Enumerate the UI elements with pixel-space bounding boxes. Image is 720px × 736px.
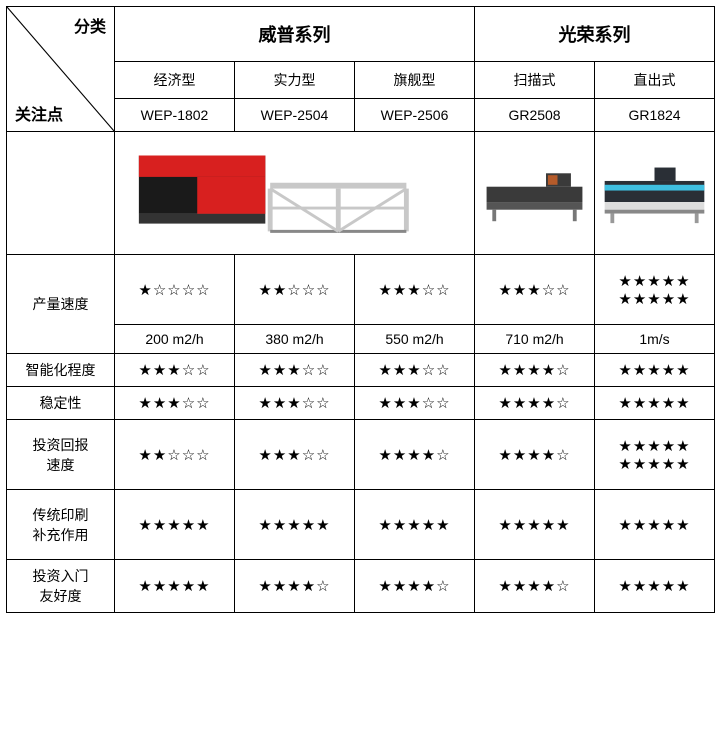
entry-a2: ★★★★☆ [235,560,355,613]
row-supplement: 传统印刷 补充作用 ★★★★★ ★★★★★ ★★★★★ ★★★★★ ★★★★★ [7,490,715,560]
throughput-a2-val: 380 m2/h [235,325,355,354]
image-cell-b1 [475,132,595,255]
label-entry: 投资入门 友好度 [7,560,115,613]
row-throughput-stars: 产量速度 ★☆☆☆☆ ★★☆☆☆ ★★★☆☆ ★★★☆☆ ★★★★★ ★★★★★ [7,255,715,325]
image-row-label [7,132,115,255]
roi-a1: ★★☆☆☆ [115,420,235,490]
intelligence-a1: ★★★☆☆ [115,354,235,387]
diag-top-label: 分类 [74,13,106,37]
supplement-a3: ★★★★★ [355,490,475,560]
row-stability: 稳定性 ★★★☆☆ ★★★☆☆ ★★★☆☆ ★★★★☆ ★★★★★ [7,387,715,420]
intelligence-a2: ★★★☆☆ [235,354,355,387]
entry-b2: ★★★★★ [595,560,715,613]
throughput-a1-stars: ★☆☆☆☆ [115,255,235,325]
stability-a3: ★★★☆☆ [355,387,475,420]
series-a-header: 威普系列 [115,7,475,62]
row-roi: 投资回报 速度 ★★☆☆☆ ★★★☆☆ ★★★★☆ ★★★★☆ ★★★★★ ★★… [7,420,715,490]
subtype-a3: 旗舰型 [355,62,475,99]
subtype-a1: 经济型 [115,62,235,99]
image-row [7,132,715,255]
throughput-b2-val: 1m/s [595,325,715,354]
throughput-b1-stars: ★★★☆☆ [475,255,595,325]
throughput-b2-stars: ★★★★★ ★★★★★ [595,255,715,325]
row-intelligence: 智能化程度 ★★★☆☆ ★★★☆☆ ★★★☆☆ ★★★★☆ ★★★★★ [7,354,715,387]
header-row-series: 分类 关注点 威普系列 光荣系列 [7,7,715,62]
subtype-b2: 直出式 [595,62,715,99]
image-cell-series-a [115,132,475,255]
model-a3: WEP-2506 [355,99,475,132]
roi-b2: ★★★★★ ★★★★★ [595,420,715,490]
roi-a2: ★★★☆☆ [235,420,355,490]
printer-b2-icon [597,138,712,245]
intelligence-b1: ★★★★☆ [475,354,595,387]
series-b-header: 光荣系列 [475,7,715,62]
throughput-a3-stars: ★★★☆☆ [355,255,475,325]
stability-b1: ★★★★☆ [475,387,595,420]
label-intelligence: 智能化程度 [7,354,115,387]
label-roi: 投资回报 速度 [7,420,115,490]
throughput-b1-val: 710 m2/h [475,325,595,354]
image-cell-b2 [595,132,715,255]
diag-bottom-label: 关注点 [15,101,63,125]
stability-a1: ★★★☆☆ [115,387,235,420]
subtype-a2: 实力型 [235,62,355,99]
model-a1: WEP-1802 [115,99,235,132]
printer-b1-icon [477,138,592,245]
roi-b1: ★★★★☆ [475,420,595,490]
supplement-a2: ★★★★★ [235,490,355,560]
entry-a3: ★★★★☆ [355,560,475,613]
roi-a3: ★★★★☆ [355,420,475,490]
throughput-a2-stars: ★★☆☆☆ [235,255,355,325]
label-throughput: 产量速度 [7,255,115,354]
entry-a1: ★★★★★ [115,560,235,613]
label-supplement: 传统印刷 补充作用 [7,490,115,560]
diagonal-header-cell: 分类 关注点 [7,7,115,132]
intelligence-a3: ★★★☆☆ [355,354,475,387]
intelligence-b2: ★★★★★ [595,354,715,387]
comparison-table: 分类 关注点 威普系列 光荣系列 经济型 实力型 旗舰型 扫描式 直出式 WEP… [6,6,715,613]
supplement-b2: ★★★★★ [595,490,715,560]
row-entry: 投资入门 友好度 ★★★★★ ★★★★☆ ★★★★☆ ★★★★☆ ★★★★★ [7,560,715,613]
model-a2: WEP-2504 [235,99,355,132]
supplement-b1: ★★★★★ [475,490,595,560]
stability-b2: ★★★★★ [595,387,715,420]
stability-a2: ★★★☆☆ [235,387,355,420]
label-stability: 稳定性 [7,387,115,420]
supplement-a1: ★★★★★ [115,490,235,560]
throughput-a1-val: 200 m2/h [115,325,235,354]
model-b2: GR1824 [595,99,715,132]
model-b1: GR2508 [475,99,595,132]
entry-b1: ★★★★☆ [475,560,595,613]
printer-a-icon [117,138,472,245]
throughput-a3-val: 550 m2/h [355,325,475,354]
subtype-b1: 扫描式 [475,62,595,99]
